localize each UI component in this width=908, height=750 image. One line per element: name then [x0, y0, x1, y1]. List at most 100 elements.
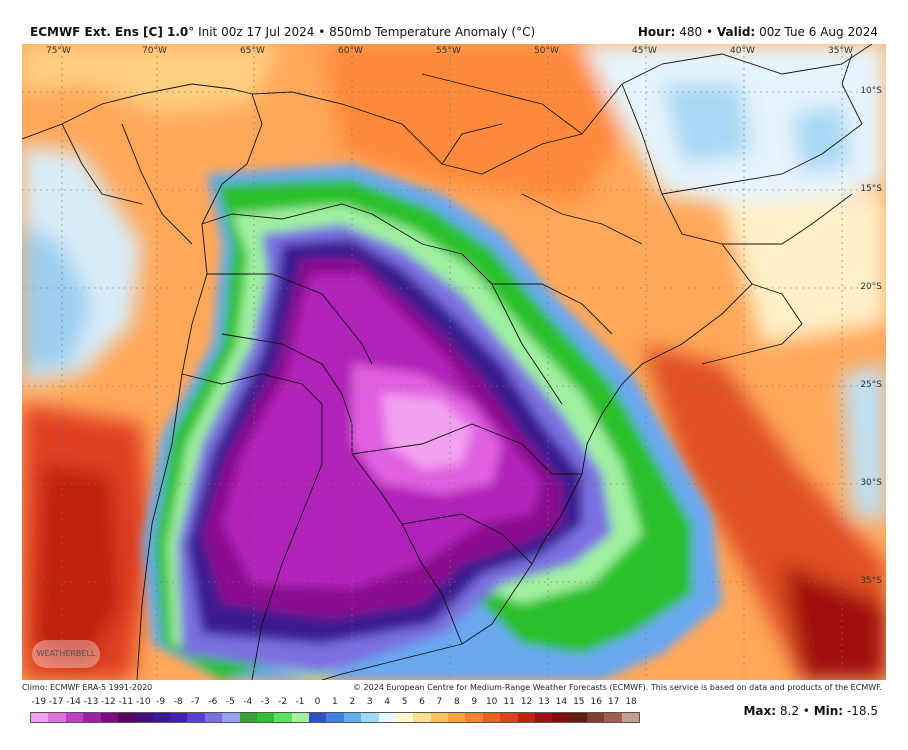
colorbar-swatch	[326, 713, 344, 722]
valid-info: Hour: 480 • Valid: 00z Tue 6 Aug 2024	[638, 25, 878, 39]
colorbar-label: 18	[625, 697, 637, 707]
colorbar-label: 1	[332, 697, 338, 707]
colorbar-label: -9	[156, 697, 166, 707]
colorbar-swatch	[274, 713, 292, 722]
colorbar-swatch	[239, 713, 257, 722]
hour-value: 480	[679, 25, 703, 39]
stats: Max: 8.2 • Min: -18.5	[743, 704, 878, 718]
colorbar-label: -5	[225, 697, 235, 707]
colorbar	[30, 712, 640, 723]
colorbar-label: -7	[191, 697, 200, 707]
colorbar-label: 3	[366, 697, 373, 707]
colorbar-label: -2	[278, 697, 288, 707]
model-name: ECMWF Ext. Ens [C] 1.0	[30, 25, 189, 39]
lon-label-60w: 60°W	[338, 46, 363, 56]
anomaly-map: 75°W 70°W 65°W 60°W 55°W 50°W 45°W 40°W …	[22, 44, 886, 680]
colorbar-label: 9	[471, 697, 478, 707]
colorbar-swatch	[482, 713, 501, 722]
bullet: •	[318, 25, 326, 39]
valid-value: 00z Tue 6 Aug 2024	[759, 25, 878, 39]
max-value: 8.2	[779, 704, 799, 718]
colorbar-swatch	[604, 713, 622, 722]
lon-label-45w: 45°W	[632, 46, 657, 56]
colorbar-swatch	[465, 713, 483, 722]
colorbar-label: -19	[31, 697, 47, 707]
min-value: -18.5	[846, 704, 878, 718]
colorbar-swatch	[117, 713, 136, 722]
colorbar-swatch	[309, 713, 327, 722]
colorbar-label: 14	[555, 697, 568, 707]
colorbar-swatch	[378, 713, 396, 722]
lat-label-25s: 25°S	[860, 380, 882, 390]
lat-label-35s: 35°S	[860, 576, 882, 586]
colorbar-swatch	[65, 713, 84, 722]
hour-label: Hour:	[637, 25, 676, 39]
colorbar-label: 2	[349, 697, 356, 707]
colorbar-swatch	[152, 713, 170, 722]
max-label: Max:	[743, 704, 777, 718]
stats-separator: •	[802, 704, 810, 718]
header: ECMWF Ext. Ens [C] 1.0° Init 00z 17 Jul …	[0, 0, 908, 44]
lon-label-35w: 35°W	[828, 46, 853, 56]
colorbar-label: 0	[314, 697, 321, 707]
lon-label-75w: 75°W	[46, 46, 71, 56]
copyright-note: © 2024 European Centre for Medium-Range …	[353, 683, 882, 692]
colorbar-swatch	[204, 713, 223, 722]
colorbar-swatch	[517, 713, 535, 722]
colorbar-label: -13	[83, 697, 99, 707]
colorbar-swatch	[587, 713, 605, 722]
lat-label-10s: 10°S	[860, 86, 882, 96]
colorbar-swatch	[534, 713, 553, 722]
lon-label-50w: 50°W	[534, 46, 559, 56]
colorbar-swatch	[500, 713, 518, 722]
valid-label: Valid:	[716, 25, 756, 39]
lon-label-70w: 70°W	[142, 46, 167, 56]
colorbar-swatch	[448, 713, 466, 722]
colorbar-swatch	[343, 713, 362, 722]
colorbar-label: -1	[295, 697, 305, 707]
lat-label-30s: 30°S	[860, 478, 882, 488]
colorbar-swatch	[100, 713, 118, 722]
colorbar-label: 17	[607, 697, 620, 707]
colorbar-swatch	[552, 713, 570, 722]
colorbar-swatch	[361, 713, 379, 722]
lat-label-20s: 20°S	[860, 282, 882, 292]
colorbar-label: 16	[590, 697, 602, 707]
colorbar-swatch	[222, 713, 240, 722]
colorbar-label: 12	[520, 697, 533, 707]
colorbar-swatch	[170, 713, 188, 722]
min-label: Min:	[813, 704, 844, 718]
colorbar-label: 8	[453, 697, 460, 707]
colorbar-swatch	[187, 713, 205, 722]
colorbar-swatch	[31, 713, 49, 722]
field-name: 850mb Temperature Anomaly (°C)	[329, 25, 536, 39]
colorbar-label: 13	[538, 697, 550, 707]
colorbar-label: 15	[573, 697, 585, 707]
colorbar-swatch	[256, 713, 275, 722]
colorbar-label: 5	[401, 697, 408, 707]
colorbar-label: 10	[485, 697, 498, 707]
colorbar-label: 4	[384, 697, 391, 707]
colorbar-swatch	[395, 713, 414, 722]
colorbar-label: -6	[208, 697, 218, 707]
logo-text: WEATHERBELL	[36, 649, 96, 658]
lon-label-40w: 40°W	[730, 46, 755, 56]
colorbar-label: -14	[66, 697, 81, 707]
graticule	[22, 44, 886, 680]
colorbar-label: 11	[503, 697, 515, 707]
colorbar-label: -11	[118, 697, 134, 707]
colorbar-swatch	[135, 713, 153, 722]
colorbar-swatch	[430, 713, 448, 722]
colorbar-swatch	[48, 713, 66, 722]
colorbar-labels: -19 -17 -14 -13 -12 -11 -10 -9 -8 -7 -6 -5 -4 -3 -2 -1 0…	[30, 697, 640, 709]
country-borders	[22, 44, 873, 680]
colorbar-swatch	[291, 713, 309, 722]
lat-label-15s: 15°S	[860, 184, 882, 194]
colorbar-swatch	[621, 713, 640, 722]
colorbar-label: -10	[135, 697, 151, 707]
colorbar-swatch	[83, 713, 101, 722]
colorbar-label: 7	[436, 697, 443, 707]
colorbar-label: 6	[419, 697, 425, 707]
init-time: Init 00z 17 Jul 2024	[198, 25, 315, 39]
colorbar-label: -3	[260, 697, 270, 707]
